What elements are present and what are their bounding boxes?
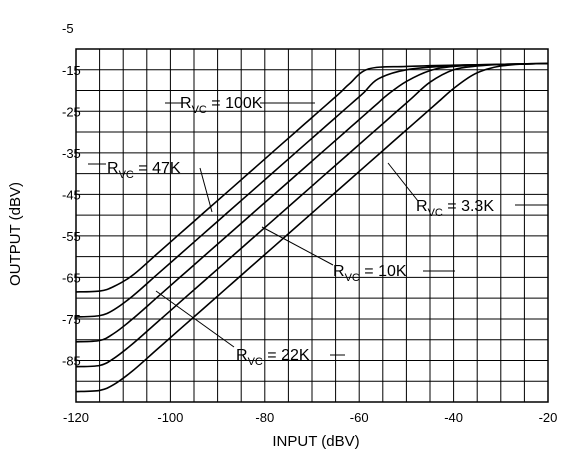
y-tick-label: -65 — [62, 270, 81, 285]
series-line-0 — [75, 62, 549, 293]
series-line-3 — [75, 62, 549, 368]
y-tick-label: -85 — [62, 353, 81, 368]
curve-label-r: R — [180, 95, 192, 112]
y-tick-label: -15 — [62, 63, 81, 78]
x-axis-title: INPUT (dBV) — [272, 433, 359, 450]
curve-label-subscript: VC — [345, 272, 360, 284]
curve-label-r: R — [107, 160, 119, 177]
leader-line-2 — [155, 290, 235, 348]
y-tick-label: -5 — [62, 21, 74, 36]
series-line-4 — [75, 62, 549, 393]
x-tick-label: -80 — [255, 410, 274, 425]
curve-label-value: = 47K — [134, 160, 181, 177]
curve-label-2: RVC = 22K — [236, 347, 310, 368]
curve-label-subscript: VC — [248, 356, 263, 368]
x-tick-label: -100 — [157, 410, 183, 425]
curve-label-subscript: VC — [428, 207, 443, 219]
plot-border — [75, 48, 549, 403]
x-tick-label: -40 — [444, 410, 463, 425]
curve-label-3: RVC = 10K — [333, 263, 407, 284]
curve-label-r: R — [236, 347, 248, 364]
curve-label-r: R — [333, 263, 345, 280]
x-tick-label: -60 — [350, 410, 369, 425]
curve-label-subscript: VC — [119, 169, 134, 181]
curve-label-0: RVC = 100K — [180, 95, 263, 116]
grid — [75, 48, 549, 403]
curve-label-value: = 100K — [207, 95, 263, 112]
leader-line-4 — [387, 162, 419, 202]
curve-label-value: = 22K — [263, 347, 310, 364]
curves — [75, 62, 549, 393]
label-leaders — [88, 102, 548, 356]
curve-label-4: RVC = 3.3K — [416, 198, 494, 219]
curve-label-subscript: VC — [192, 104, 207, 116]
y-tick-label: -55 — [62, 229, 81, 244]
x-tick-label: -120 — [63, 410, 89, 425]
leader-line-3 — [261, 226, 334, 266]
curve-label-1: RVC = 47K — [107, 160, 181, 181]
y-tick-label: -35 — [62, 146, 81, 161]
y-tick-label: -25 — [62, 104, 81, 119]
x-tick-label: -20 — [539, 410, 558, 425]
tick-labels: -120 -100 -80 -60 -40 -20 -5 -15 -25 -35 -45 -55 -65… — [62, 21, 557, 425]
y-tick-label: -75 — [62, 312, 81, 327]
y-axis-title: OUTPUT (dBV) — [7, 182, 24, 286]
series-line-1 — [75, 62, 549, 318]
series-line-2 — [75, 62, 549, 343]
curve-label-value: = 3.3K — [443, 198, 494, 215]
curve-label-r: R — [416, 198, 428, 215]
leader-line-1 — [199, 167, 213, 213]
curve-label-value: = 10K — [360, 263, 407, 280]
y-tick-label: -45 — [62, 187, 81, 202]
